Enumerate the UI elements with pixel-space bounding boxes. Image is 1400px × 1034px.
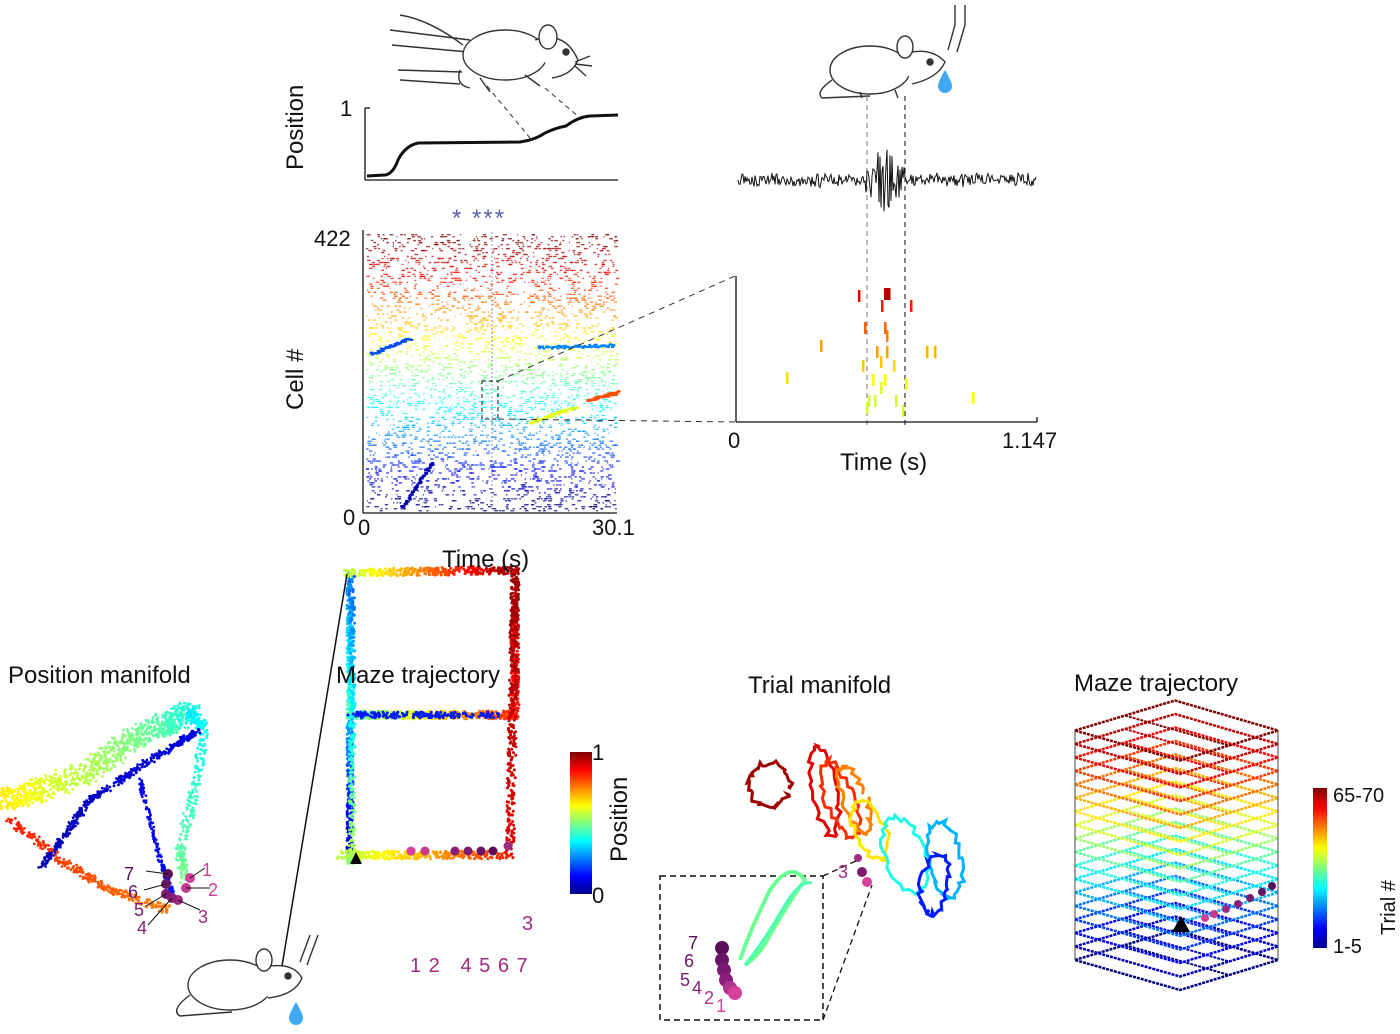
manifold-point-6: 6 bbox=[128, 882, 139, 902]
maze-trajectory-plot-1 bbox=[335, 565, 521, 866]
position-colorbar-label: Position bbox=[606, 776, 633, 862]
inset-zoom-line-2 bbox=[822, 884, 873, 1021]
trial-colorbar-label: Trial # bbox=[1378, 880, 1400, 935]
manifold-point-5: 5 bbox=[134, 900, 145, 920]
zoom-raster-axes bbox=[735, 276, 1038, 423]
inset-point-4: 4 bbox=[692, 978, 703, 998]
manifold-point-1: 1 bbox=[202, 860, 213, 880]
raster-y-min: 0 bbox=[343, 505, 356, 530]
zoom-line-raster-top bbox=[497, 275, 736, 382]
inset-zoom-line-1 bbox=[822, 859, 859, 877]
position-colorbar bbox=[570, 752, 592, 894]
inset-point-2: 2 bbox=[704, 988, 715, 1008]
position-manifold-plot bbox=[0, 701, 210, 926]
trial-manifold-point-3: 3 bbox=[838, 862, 849, 882]
maze-trajectory-title-2: Maze trajectory bbox=[1074, 670, 1239, 697]
trial-manifold-inset bbox=[715, 870, 813, 1000]
trial-colorbar-min: 1-5 bbox=[1333, 936, 1362, 958]
inset-point-7: 7 bbox=[688, 933, 699, 953]
zoom-x-max: 1.147 bbox=[1002, 428, 1058, 453]
zoom-x-label: Time (s) bbox=[840, 449, 928, 476]
water-drop-icon bbox=[938, 70, 952, 93]
position-trace bbox=[366, 113, 619, 178]
position-colorbar-min: 0 bbox=[592, 883, 605, 908]
raster-x-label: Time (s) bbox=[442, 546, 530, 573]
maze-trajectory-title-1: Maze trajectory bbox=[336, 662, 501, 689]
running-mouse-illustration bbox=[389, 14, 593, 93]
maze-points-labels: 1 2 4 5 6 7 bbox=[410, 955, 529, 977]
manifold-point-7: 7 bbox=[124, 864, 135, 884]
inset-point-1: 1 bbox=[716, 996, 727, 1016]
zoom-line-left-1 bbox=[486, 85, 531, 139]
trial-colorbar-max: 65-70 bbox=[1333, 785, 1385, 807]
position-colorbar-max: 1 bbox=[592, 740, 605, 765]
inset-point-6: 6 bbox=[684, 951, 695, 971]
inset-box bbox=[659, 875, 824, 1021]
raster-zoom-box bbox=[481, 380, 499, 420]
position-manifold-title: Position manifold bbox=[8, 662, 191, 689]
manifold-point-4: 4 bbox=[137, 918, 148, 938]
zoom-line-left-2 bbox=[544, 87, 581, 119]
raster-x-min: 0 bbox=[358, 515, 371, 540]
drinking-mouse-bottom bbox=[176, 934, 319, 1017]
trial-colorbar bbox=[1313, 788, 1327, 948]
lfp-trace bbox=[737, 149, 1037, 212]
manifold-point-2: 2 bbox=[208, 880, 219, 900]
trial-manifold-title: Trial manifold bbox=[748, 672, 892, 699]
spike-raster bbox=[366, 232, 621, 512]
raster-y-label: Cell # bbox=[282, 348, 309, 410]
position-axis-label: Position bbox=[282, 84, 309, 170]
raster-y-max: 422 bbox=[314, 226, 351, 251]
maze-point-3: 3 bbox=[522, 913, 534, 935]
inset-point-5: 5 bbox=[680, 970, 691, 990]
raster-x-max: 30.1 bbox=[592, 515, 635, 540]
position-axes bbox=[364, 107, 618, 181]
zoom-x-min: 0 bbox=[728, 428, 741, 453]
drinking-mouse-illustration bbox=[819, 5, 966, 99]
position-axis-max: 1 bbox=[340, 96, 353, 121]
water-drop-icon-bottom bbox=[289, 1002, 303, 1025]
raster-star-markers: * *** bbox=[452, 205, 507, 232]
manifold-point-3: 3 bbox=[198, 907, 209, 927]
trial-manifold-plot bbox=[744, 742, 967, 919]
raster-axes bbox=[362, 230, 617, 514]
zoom-spike-ticks bbox=[786, 288, 975, 417]
maze-trajectory-stack bbox=[1070, 699, 1283, 992]
start-pointer-line bbox=[281, 573, 348, 967]
